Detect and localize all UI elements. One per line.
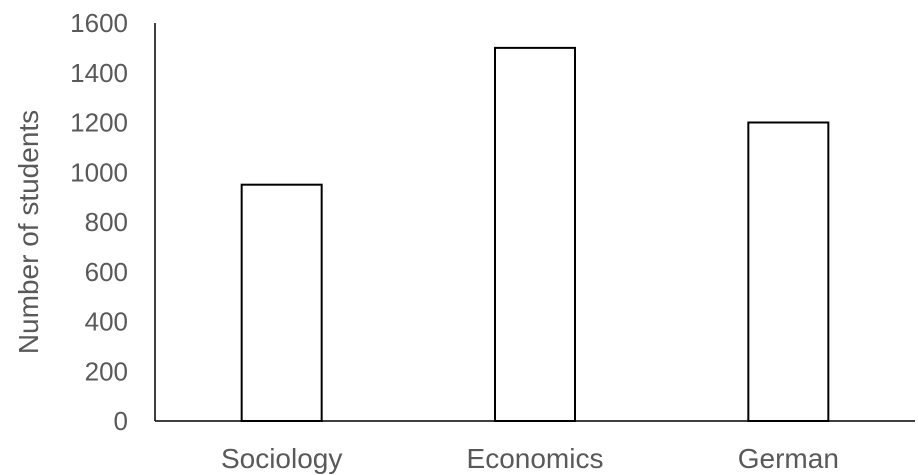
x-category-label: German: [738, 443, 839, 474]
x-category-label: Economics: [467, 443, 604, 474]
x-axis-labels: Sociology Economics German: [221, 443, 839, 474]
y-tick-label: 1600: [70, 8, 128, 38]
bar-german: [747, 121, 830, 422]
y-tick-label: 1400: [70, 58, 128, 88]
bars: [240, 46, 830, 422]
y-tick-label: 400: [85, 307, 128, 337]
y-tick-label: 1000: [70, 157, 128, 187]
y-tick-label: 800: [85, 207, 128, 237]
x-category-label: Sociology: [221, 443, 342, 474]
y-tick-label: 0: [114, 406, 128, 436]
y-tick-label: 200: [85, 356, 128, 386]
y-tick-label: 1200: [70, 108, 128, 138]
bar-economics: [494, 46, 576, 422]
bar-sociology: [240, 183, 323, 422]
y-axis-ticks: 0 200 400 600 800 1000 1200 1400 1600: [70, 8, 128, 436]
y-tick-label: 600: [85, 257, 128, 287]
y-axis-title: Number of students: [13, 110, 44, 354]
